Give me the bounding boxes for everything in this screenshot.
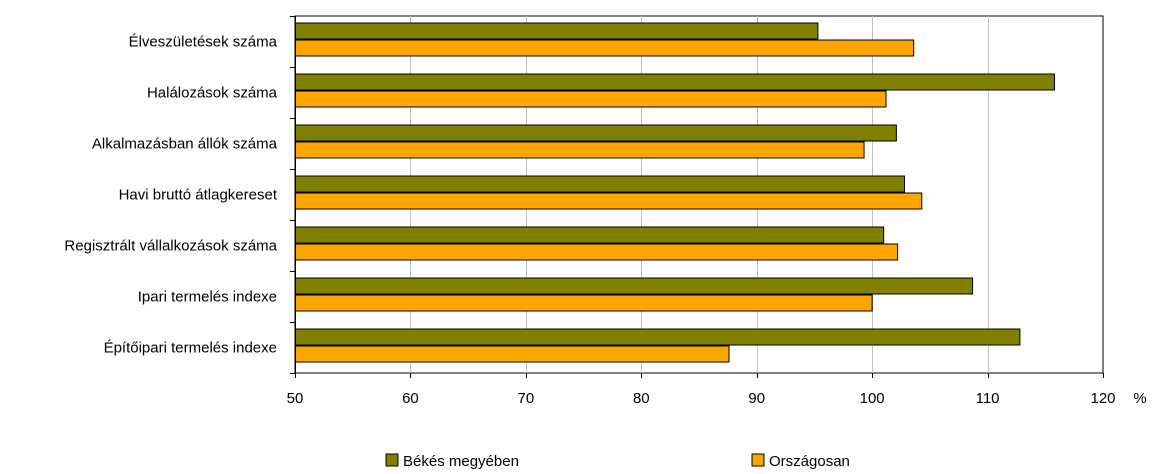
bar-bekes xyxy=(294,226,885,244)
bar-orszagosan xyxy=(294,39,915,57)
bar-orszagosan xyxy=(294,294,873,312)
axis-layer xyxy=(290,16,1104,378)
bar-orszagosan xyxy=(294,141,865,159)
bar-bekes xyxy=(294,73,1056,91)
bar-bekes xyxy=(294,328,1021,346)
x-tick-label: 90 xyxy=(748,390,765,407)
bar-layer xyxy=(294,22,1056,363)
legend-layer: Békés megyében Országosan xyxy=(385,453,850,470)
bar-bekes xyxy=(294,175,905,193)
x-tick-label: 70 xyxy=(518,390,535,407)
x-tick-label: 50 xyxy=(287,390,304,407)
category-label: Halálozások száma xyxy=(147,85,278,102)
bar-orszagosan xyxy=(294,90,887,108)
label-layer: 50 60 70 80 90 100 110 120 % Élveszületések száma… xyxy=(64,34,1146,408)
x-tick-label: 80 xyxy=(633,390,650,407)
bar-orszagosan xyxy=(294,345,730,363)
bar-bekes xyxy=(294,22,819,40)
x-tick-label: 60 xyxy=(402,390,419,407)
category-label: Építőipari termelés indexe xyxy=(104,340,277,357)
bar-orszagosan xyxy=(294,192,923,210)
legend-label: Békés megyében xyxy=(403,453,519,469)
x-unit-label: % xyxy=(1133,390,1146,407)
bar-bekes xyxy=(294,277,974,295)
x-tick-label: 100 xyxy=(860,390,885,407)
category-label: Ipari termelés indexe xyxy=(138,289,277,306)
category-label: Élveszületések száma xyxy=(129,34,278,51)
legend-swatch-bekes xyxy=(385,453,399,467)
legend-label: Országosan xyxy=(769,453,850,469)
category-label: Alkalmazásban állók száma xyxy=(92,136,278,153)
bar-bekes xyxy=(294,124,897,142)
x-tick-label: 110 xyxy=(976,390,1000,407)
category-label: Havi bruttó átlagkereset xyxy=(119,187,278,204)
legend-swatch-orszagosan xyxy=(751,453,765,467)
x-tick-label: 120 xyxy=(1090,390,1115,407)
bar-orszagosan xyxy=(294,243,899,261)
category-label: Regisztrált vállalkozások száma xyxy=(64,238,277,255)
